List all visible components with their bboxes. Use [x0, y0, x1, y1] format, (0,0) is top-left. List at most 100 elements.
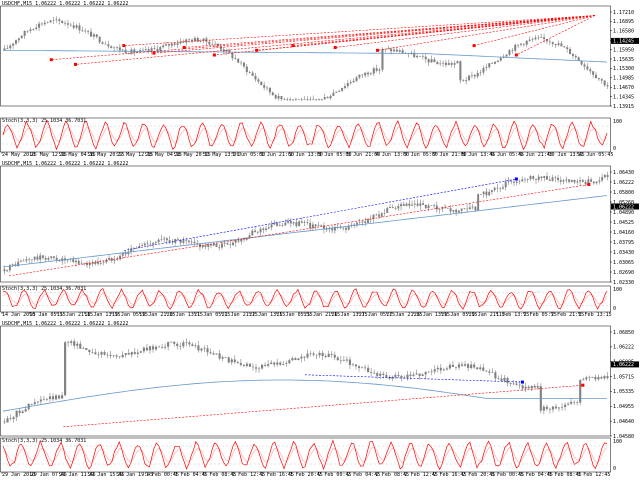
time-axis-label: 2 Feb 12:45: [405, 472, 438, 478]
candle-body: [199, 40, 202, 42]
candle-body: [422, 203, 425, 205]
candle-body: [470, 364, 473, 368]
candle-body: [21, 411, 24, 413]
candle-body: [58, 19, 61, 21]
candle-body: [57, 395, 61, 399]
candle-body: [3, 421, 6, 423]
candle-body: [33, 256, 36, 260]
chart-canvas-1[interactable]: 1.172101.168951.165801.162651.159501.156…: [0, 0, 640, 160]
time-axis-label: 4 Jun 13:00: [376, 152, 409, 158]
stoch-scale-label: 0: [613, 306, 616, 312]
candle-body: [361, 74, 364, 76]
candle-body: [482, 367, 485, 371]
candle-body: [405, 203, 408, 206]
time-axis-label: 29 Jan 07:45: [31, 472, 67, 478]
candle-body: [335, 91, 338, 93]
time-axis-label: 26 May 04:15: [60, 152, 96, 158]
candle-body: [354, 364, 358, 367]
candle-body: [504, 181, 507, 188]
candle-body: [149, 244, 152, 245]
candle-body: [309, 353, 312, 355]
stoch-scale-label: 100: [613, 287, 622, 293]
candle-body: [39, 255, 42, 260]
price-axis-label: 1.16895: [613, 19, 634, 25]
candle-body: [479, 367, 482, 370]
candle-body: [113, 260, 116, 261]
candle-body: [592, 181, 595, 184]
candle-body: [545, 406, 548, 409]
candle-body: [143, 243, 146, 246]
candle-body: [245, 66, 248, 73]
candle-body: [367, 219, 369, 223]
candle-body: [281, 225, 284, 226]
chart-window-3[interactable]: 1.068501.062221.060951.057151.053351.049…: [0, 320, 640, 480]
current-price-tag: [611, 37, 639, 44]
candle-body: [179, 41, 182, 44]
candle-body: [288, 360, 291, 364]
candle-body: [35, 27, 38, 30]
price-axis-label: 1.04890: [613, 210, 634, 216]
moving-average-line: [2, 195, 608, 268]
chart-canvas-2[interactable]: 1.06430 1.06222 1.05800 1.05260 1.04890 1.045…: [0, 160, 640, 320]
time-axis-label: 1 Jun 05:00: [232, 152, 265, 158]
candle-body: [17, 38, 20, 41]
candle-body: [297, 358, 300, 361]
candle-body: [442, 369, 445, 371]
chart-window-1[interactable]: 1.172101.168951.165801.162651.159501.156…: [0, 0, 640, 160]
candle-body: [509, 383, 512, 385]
candle-body: [606, 85, 609, 87]
candle-body: [98, 36, 101, 43]
time-axis-label: 27 May 12:15: [117, 152, 153, 158]
candle-body: [6, 48, 9, 49]
candle-body: [139, 351, 142, 353]
candle-body: [81, 30, 84, 32]
time-axis-label: 1 Feb 04:45: [175, 472, 208, 478]
candle-body: [79, 343, 82, 349]
candle-body: [121, 354, 124, 358]
candle-body: [353, 224, 356, 226]
candle-body: [560, 406, 564, 408]
candle-body: [164, 346, 167, 348]
candle-body: [51, 396, 55, 400]
candle-body: [240, 238, 243, 242]
candle-body: [603, 174, 606, 178]
candle-body: [182, 41, 185, 43]
candle-body: [421, 56, 424, 57]
candle-body: [482, 68, 485, 73]
candle-body: [267, 227, 270, 229]
candle-body: [173, 43, 176, 45]
time-axis-label: 3 Jun 21:00: [347, 152, 380, 158]
candle-body: [182, 240, 185, 243]
candle-body: [171, 242, 174, 244]
chart-window-2[interactable]: 1.06430 1.06222 1.05800 1.05260 1.04890 1.045…: [0, 160, 640, 320]
candle-body: [312, 353, 315, 355]
candle-body: [535, 178, 537, 180]
candle-body: [107, 44, 110, 47]
candle-body: [132, 248, 135, 249]
candle-body: [587, 179, 590, 185]
candle-body: [3, 48, 6, 51]
candle-body: [228, 50, 231, 53]
candle-body: [416, 203, 419, 206]
chart-canvas-3[interactable]: 1.068501.062221.060951.057151.053351.049…: [0, 320, 640, 480]
candle-body: [54, 395, 58, 400]
candle-body: [518, 181, 521, 182]
candle-body: [215, 243, 218, 247]
candle-body: [106, 354, 109, 356]
candle-body: [482, 191, 485, 195]
candle-body: [427, 371, 430, 373]
candle-body: [242, 62, 245, 67]
candle-body: [579, 380, 582, 403]
time-axis-label: 1 Feb 00:45: [146, 472, 179, 478]
candle-body: [162, 45, 165, 48]
pivot-marker-red: [49, 58, 53, 62]
candle-body: [591, 376, 594, 378]
candle-body: [518, 384, 521, 386]
candle-body: [439, 63, 442, 65]
candle-body: [300, 221, 303, 223]
time-axis-label: 3 Feb 04:45: [520, 472, 553, 478]
price-axis-label: 1.04955: [613, 404, 634, 410]
candle-body: [367, 367, 370, 373]
candle-body: [251, 72, 254, 76]
candle-body: [601, 177, 604, 181]
